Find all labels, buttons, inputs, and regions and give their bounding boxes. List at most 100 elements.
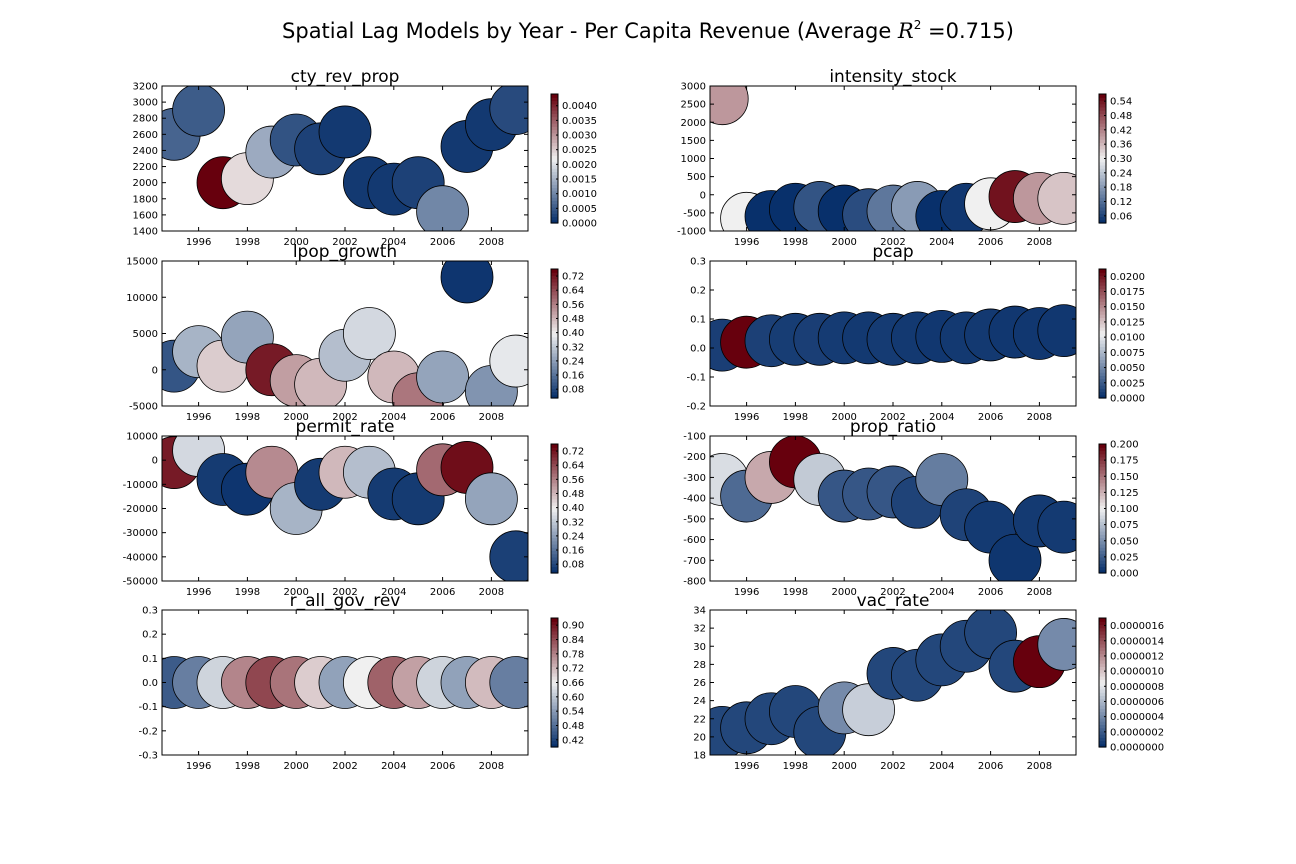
x-tick-label: 1996 — [186, 237, 211, 248]
scatter-points — [162, 86, 528, 231]
colorbar-segment — [551, 346, 558, 351]
y-tick-label: 0.2 — [690, 286, 706, 297]
colorbar-segment — [551, 740, 558, 745]
colorbar-segment — [1099, 524, 1106, 529]
colorbar-segment — [551, 701, 558, 706]
colorbar-segment — [1099, 269, 1106, 273]
y-tick-label: -40000 — [123, 552, 158, 563]
colorbar-segment — [551, 304, 558, 309]
colorbar-tick-label: 0.48 — [562, 721, 584, 732]
y-tick-label: -10000 — [123, 480, 158, 491]
colorbar-segment — [1099, 650, 1106, 655]
colorbar-segment — [1099, 200, 1106, 205]
y-tick-label: 18 — [693, 751, 706, 762]
colorbar-segment — [551, 656, 558, 661]
colorbar-segment — [551, 161, 558, 166]
colorbar-segment — [1099, 637, 1106, 642]
colorbar-segment — [1099, 333, 1106, 338]
x-tick-label: 2008 — [479, 237, 504, 248]
colorbar-segment — [551, 142, 558, 147]
colorbar-segment — [1099, 330, 1106, 335]
y-tick-label: 0 — [152, 365, 158, 376]
x-tick-label: 2006 — [978, 412, 1003, 423]
colorbar: 0.0000000 0.0000002 0.0000004 0.0000006 0.00… — [1098, 617, 1164, 754]
y-tick-label: -500 — [683, 208, 706, 219]
colorbar-segment — [551, 113, 558, 118]
colorbar-segment — [1099, 320, 1106, 325]
colorbar-segment — [1099, 531, 1106, 535]
colorbar-segment — [551, 537, 558, 542]
colorbar-segment — [1099, 473, 1106, 477]
colorbar-segment — [551, 492, 558, 497]
x-tick-label: 1996 — [734, 412, 759, 423]
colorbar-tick-label: 0.72 — [562, 664, 584, 675]
colorbar-segment — [551, 145, 558, 150]
colorbar-segment — [1099, 730, 1106, 735]
colorbar-segment — [1099, 213, 1106, 218]
colorbar-segment — [551, 456, 558, 461]
colorbar-segment — [1099, 193, 1106, 198]
colorbar-segment — [1099, 692, 1106, 696]
colorbar-segment — [551, 362, 558, 367]
colorbar-segment — [551, 368, 558, 373]
x-tick-label: 2008 — [479, 412, 504, 423]
subplot-title: cty_rev_prop — [291, 67, 400, 87]
colorbar-frame — [1098, 617, 1107, 748]
colorbar-segment — [1099, 560, 1106, 564]
colorbar-tick-label: 0.72 — [562, 272, 584, 283]
colorbar-segment — [551, 531, 558, 535]
y-tick-label: 1400 — [133, 227, 158, 238]
subplot-vac-rate: vac_rate 18 20 22 24 26 28 30 32 34 1996 1998 2000 20… — [693, 591, 1164, 772]
colorbar-segment — [1099, 569, 1106, 574]
colorbar-segment — [551, 193, 558, 198]
colorbar-segment — [551, 450, 558, 455]
colorbar-segment — [551, 543, 558, 548]
colorbar-segment — [551, 278, 558, 283]
colorbar-tick-label: 0.42 — [1110, 125, 1132, 136]
colorbar-segment — [551, 672, 558, 677]
colorbar-tick-label: 0.0000000 — [1110, 743, 1164, 754]
x-tick-label: 2002 — [332, 761, 357, 772]
x-tick-label: 2008 — [1027, 237, 1052, 248]
colorbar-segment — [551, 737, 558, 742]
colorbar-tick-label: 0.56 — [562, 475, 584, 486]
colorbar-segment — [551, 511, 558, 516]
colorbar-segment — [551, 637, 558, 642]
colorbar-segment — [1099, 469, 1106, 474]
x-tick-label: 2006 — [978, 587, 1003, 598]
x-tick-label: 2006 — [978, 237, 1003, 248]
scatter-points — [162, 656, 528, 709]
colorbar: 0.000 0.025 0.050 0.075 0.100 0.125 0.150 0.175… — [1098, 440, 1139, 580]
y-tick-label: 0.0 — [142, 678, 158, 689]
colorbar-segment — [1099, 556, 1106, 561]
colorbar: 0.0000 0.0005 0.0010 0.0015 0.0020 0.0025 0.00… — [550, 93, 597, 230]
colorbar-tick-label: 0.24 — [1110, 168, 1132, 179]
colorbar-segment — [551, 527, 558, 532]
colorbar-tick-label: 0.0010 — [562, 189, 597, 200]
colorbar-frame — [550, 93, 559, 224]
x-tick-label: 2004 — [929, 587, 954, 598]
y-tick-label: 10000 — [126, 432, 158, 443]
scatter-points — [710, 436, 1076, 581]
colorbar-segment — [551, 281, 558, 286]
colorbar-segment — [1099, 621, 1106, 626]
x-tick-label: 2008 — [1027, 412, 1052, 423]
x-tick-label: 2000 — [283, 412, 308, 423]
x-tick-label: 2000 — [831, 761, 856, 772]
colorbar-segment — [551, 717, 558, 722]
colorbar-segment — [1099, 563, 1106, 568]
colorbar-segment — [551, 181, 558, 185]
colorbar-segment — [551, 298, 558, 302]
y-tick-label: -700 — [683, 556, 706, 567]
scatter-points — [710, 610, 1076, 755]
colorbar-segment — [551, 630, 558, 635]
colorbar-tick-label: 0.0025 — [562, 145, 597, 156]
subplot-r-all-gov-rev: r_all_gov_rev -0.3 -0.2 -0.1 0.0 0.1 0.2 0.3 199… — [138, 591, 584, 772]
colorbar-segment — [1099, 460, 1106, 464]
colorbar-segment — [1099, 647, 1106, 651]
colorbar-segment — [1099, 148, 1106, 153]
colorbar-tick-label: 0.56 — [562, 300, 584, 311]
colorbar-tick-label: 0.075 — [1110, 520, 1139, 531]
colorbar-tick-label: 0.0000006 — [1110, 697, 1164, 708]
y-tick-label: -500 — [683, 514, 706, 525]
